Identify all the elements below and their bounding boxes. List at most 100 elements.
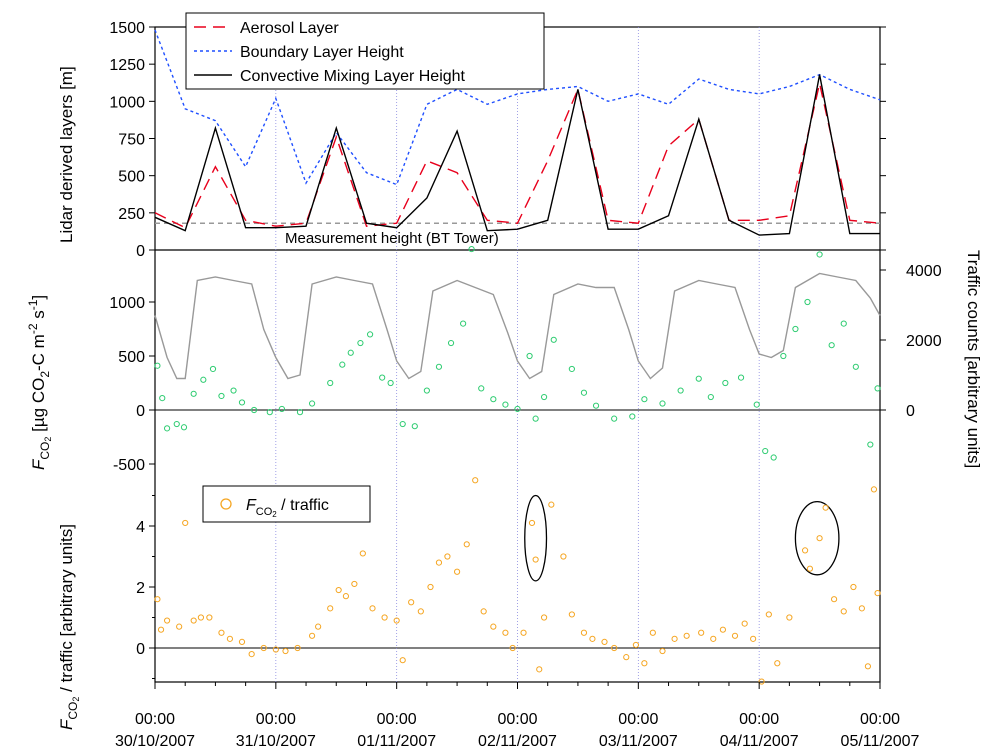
flux-traffic-point — [197, 614, 205, 621]
flux-traffic-point — [830, 596, 838, 603]
co2-flux-point — [707, 393, 714, 401]
flux-traffic-point — [801, 547, 809, 554]
flux-traffic-point — [632, 641, 640, 649]
co2-flux-point — [611, 415, 618, 422]
flux-traffic-point — [774, 660, 781, 667]
co2-flux-point — [867, 441, 874, 448]
co2-flux-point — [190, 390, 197, 397]
traffic-counts-line — [154, 272, 881, 380]
flux-traffic-point — [520, 629, 527, 636]
flux-traffic-point — [874, 590, 881, 597]
flux-traffic-point — [758, 678, 765, 685]
bottom-ylabel: FCO2 / traffic [arbitrary units] — [57, 524, 81, 730]
co2-flux-point — [526, 352, 533, 360]
co2-flux-point — [357, 339, 364, 347]
flux-traffic-point — [342, 593, 350, 600]
flux-traffic-point — [351, 580, 358, 588]
flux-traffic-point — [765, 611, 772, 618]
co2-flux-point — [238, 399, 246, 406]
flux-traffic-point — [282, 647, 289, 655]
co2-flux-point — [460, 320, 467, 327]
co2-flux-point — [163, 425, 171, 432]
legend-label-ratio: FCO2 / traffic — [246, 497, 329, 519]
co2-flux-point — [874, 385, 881, 392]
co2-flux-point — [308, 400, 316, 407]
flux-traffic-point — [163, 617, 171, 624]
flux-traffic-point — [840, 608, 847, 615]
flux-traffic-point — [750, 635, 757, 642]
flux-traffic-point — [218, 629, 225, 636]
mixing-layer-line — [154, 74, 880, 236]
top-y-tick-label: 1500 — [109, 20, 145, 37]
flux-traffic-point — [157, 626, 165, 633]
co2-flux-point — [490, 396, 497, 403]
measurement-height-label: Measurement height (BT Tower) — [285, 230, 499, 247]
co2-flux-point — [230, 387, 237, 394]
flux-traffic-point — [601, 638, 608, 646]
top-y-tick-label: 0 — [136, 243, 145, 260]
co2-flux-point — [737, 374, 745, 381]
right-y-tick-label: 4000 — [906, 263, 942, 280]
flux-traffic-point — [641, 660, 648, 667]
top-y-tick-label: 1250 — [109, 57, 145, 74]
flux-traffic-point — [806, 565, 814, 572]
highlight-ellipse — [794, 500, 840, 576]
co2-flux-point — [180, 424, 188, 431]
top-y-tick-label: 750 — [118, 132, 145, 149]
flux-traffic-point — [741, 620, 748, 627]
flux-traffic-point — [472, 477, 479, 484]
x-tick-date: 31/10/2007 — [236, 733, 316, 750]
flux-traffic-point — [381, 614, 388, 621]
top-legend-box — [185, 12, 545, 90]
flux-traffic-point — [453, 568, 461, 575]
top-y-tick-label: 1000 — [109, 94, 145, 111]
co2-flux-panel — [154, 245, 881, 461]
co2-flux-point — [852, 363, 859, 370]
top-y-tick-label: 500 — [118, 169, 145, 186]
flux-traffic-point — [528, 519, 536, 527]
flux-traffic-point — [589, 635, 596, 642]
co2-flux-point — [770, 454, 777, 461]
co2-flux-point — [266, 409, 273, 416]
flux-traffic-point — [659, 647, 666, 655]
co2-flux-point — [550, 336, 557, 343]
co2-flux-point — [447, 339, 455, 347]
legend-swatch-ratio — [220, 498, 232, 510]
bot-y-tick-label: 2 — [136, 580, 145, 597]
co2-flux-point — [218, 392, 225, 400]
flux-traffic-point — [308, 632, 316, 639]
flux-traffic-point — [393, 617, 400, 624]
mid-y-tick-label: 1000 — [109, 295, 145, 312]
co2-flux-point — [753, 401, 760, 408]
aerosol-layer-line — [154, 83, 881, 229]
co2-flux-point — [159, 395, 166, 402]
co2-flux-point — [828, 342, 835, 349]
flux-traffic-point — [238, 638, 246, 646]
top-ylabel: Lidar derived layers [m] — [57, 66, 76, 243]
co2-flux-point — [339, 361, 346, 368]
flux-traffic-point — [786, 614, 793, 621]
flux-traffic-point — [580, 629, 588, 636]
flux-traffic-point — [540, 614, 548, 621]
co2-flux-point — [327, 379, 334, 387]
co2-flux-point — [423, 387, 430, 394]
legend-label-mixing: Convective Mixing Layer Height — [240, 68, 466, 85]
flux-traffic-point — [870, 486, 878, 493]
co2-flux-point — [399, 420, 406, 428]
highlight-ellipse — [524, 494, 548, 582]
flux-traffic-point — [698, 629, 705, 636]
co2-flux-point — [592, 402, 600, 409]
flux-traffic-point — [408, 599, 415, 606]
flux-traffic-point — [359, 550, 366, 557]
x-tick-time: 00:00 — [135, 711, 175, 728]
co2-flux-point — [804, 298, 811, 306]
co2-flux-point — [435, 363, 443, 370]
co2-flux-point — [411, 423, 418, 430]
flux-traffic-point — [272, 646, 279, 653]
middle-ylabel: FCO2 [µg CO2-C m-2 s-1] — [26, 295, 53, 470]
flux-traffic-point — [864, 663, 872, 670]
flux-traffic-point — [502, 629, 509, 636]
co2-flux-point — [568, 365, 575, 373]
flux-traffic-point — [719, 626, 727, 633]
